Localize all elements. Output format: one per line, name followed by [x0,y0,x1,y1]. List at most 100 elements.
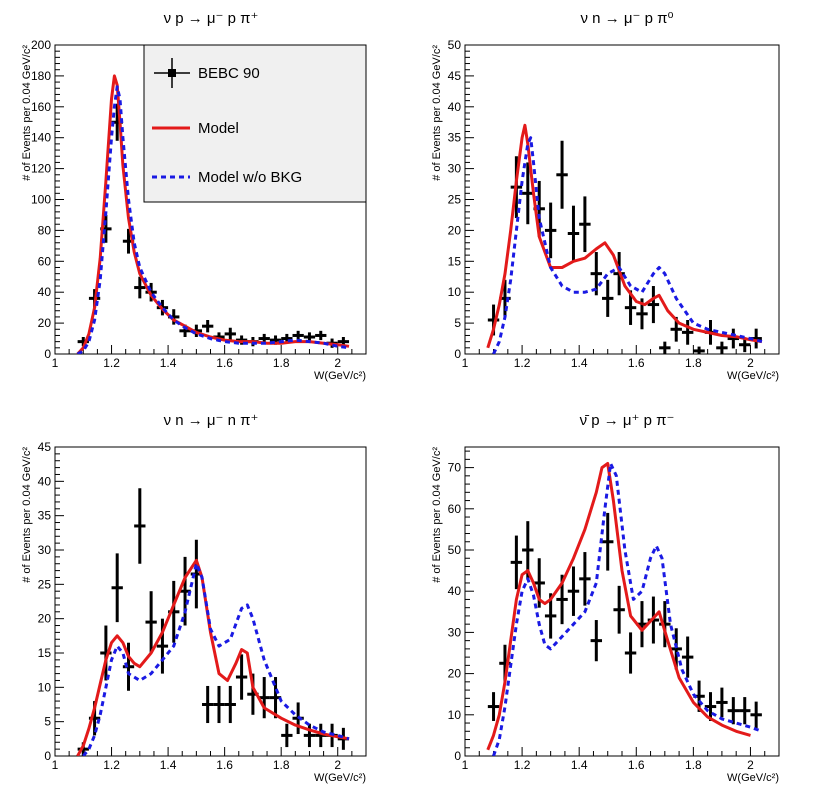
y-tick-label: 20 [38,612,52,626]
x-tick-label: 1.4 [160,758,177,772]
y-tick-label: 0 [454,749,461,763]
y-axis-label: # of Events per 0.04 GeV/c² [21,447,33,583]
data-point [544,202,557,259]
y-tick-label: 0 [454,347,461,361]
data-point [487,692,500,721]
x-tick-label: 1.2 [514,758,531,772]
data-point [235,654,248,700]
x-tick-label: 2 [747,758,754,772]
y-tick-label: 200 [31,38,51,52]
legend-entry: Model w/o BKG [152,169,302,186]
data-point [258,677,270,719]
y-tick-label: 100 [31,193,51,207]
x-tick-label: 1.4 [160,356,177,370]
x-tick-label: 1.8 [685,758,702,772]
data-point [224,327,236,341]
y-tick-label: 5 [454,316,461,330]
data-point [224,685,236,724]
chart-title: ν̄ p → μ⁺ p π⁻ [580,412,675,429]
x-tick-label: 1 [52,356,59,370]
x-tick-label: 1.6 [628,356,645,370]
data-point [602,512,614,571]
plot-frame [54,446,367,757]
x-tick-label: 1 [462,758,469,772]
y-tick-label: 10 [38,680,52,694]
data-point [704,692,717,721]
y-tick-label: 20 [448,667,462,681]
data-point [567,566,580,616]
y-tick-label: 20 [38,316,52,330]
model-curve [486,462,751,751]
data-point [315,330,327,341]
data-point [716,687,728,718]
data-point [659,601,671,648]
x-tick-label: 1.4 [571,356,588,370]
x-tick-label: 1.2 [514,356,531,370]
x-tick-label: 2 [747,356,754,370]
y-axis-label: # of Events per 0.04 GeV/c² [431,45,443,181]
y-tick-label: 30 [38,543,52,557]
y-tick-label: 15 [448,254,462,268]
data-point [134,488,146,564]
y-axis-label: # of Events per 0.04 GeV/c² [431,447,443,583]
legend-label: BEBC 90 [198,65,260,82]
data-point [693,346,705,354]
model-curve [486,123,763,349]
data-point [579,552,591,606]
x-tick-label: 1.6 [628,758,645,772]
data-point [647,286,660,324]
x-tick-label: 1.8 [685,356,702,370]
y-tick-label: 40 [38,474,52,488]
x-tick-label: 1.6 [216,758,233,772]
chart-panel-1: 1 1.2 1.4 1.6 1.8 202040608010012014016018020… [21,10,367,382]
y-tick-label: 10 [448,708,462,722]
data-point [134,276,146,299]
x-tick-label: 1.2 [103,356,120,370]
y-tick-label: 50 [448,38,462,52]
data-point [727,328,740,349]
x-tick-label: 1.6 [216,356,233,370]
data-point [590,252,603,296]
x-axis-label: W(GeV/c²) [727,370,779,382]
data-point [292,330,304,341]
data-point [156,618,169,674]
data-point [727,697,740,725]
y-tick-label: 10 [448,285,462,299]
model-wo-bkg-curve [492,462,763,756]
data-point [303,723,316,748]
data-point [681,636,694,678]
data-point [624,632,637,674]
y-tick-label: 25 [448,193,462,207]
x-tick-label: 1.8 [273,356,290,370]
chart-title: ν n → μ⁻ n π⁺ [164,412,259,429]
chart-title: ν p → μ⁻ p π⁺ [164,10,259,27]
data-point [659,341,671,354]
model-wo-bkg-curve [82,562,350,756]
data-point [556,140,568,209]
y-tick-label: 140 [31,131,51,145]
y-tick-label: 30 [448,162,462,176]
y-tick-label: 20 [448,223,462,237]
data-point [579,196,591,253]
data-point [522,162,534,225]
legend-entry: BEBC 90 [154,58,260,88]
model-wo-bkg-curve [492,136,763,354]
y-tick-label: 60 [448,502,462,516]
data-point [510,535,523,590]
y-tick-label: 5 [44,715,51,729]
data-point [122,642,135,691]
data-point [567,205,580,262]
legend-entry: Model [152,120,239,137]
data-point [202,685,214,724]
chart-title: ν n → μ⁻ p π⁰ [581,10,674,27]
y-tick-label: 35 [448,131,462,145]
legend: BEBC 90 Model Model w/o BKG [143,44,367,203]
x-tick-label: 1.2 [103,758,120,772]
y-tick-label: 15 [38,646,52,660]
y-axis-label: # of Events per 0.04 GeV/c² [21,45,33,181]
x-tick-label: 1 [52,758,59,772]
x-tick-label: 1.4 [571,758,588,772]
data-point [590,620,603,662]
